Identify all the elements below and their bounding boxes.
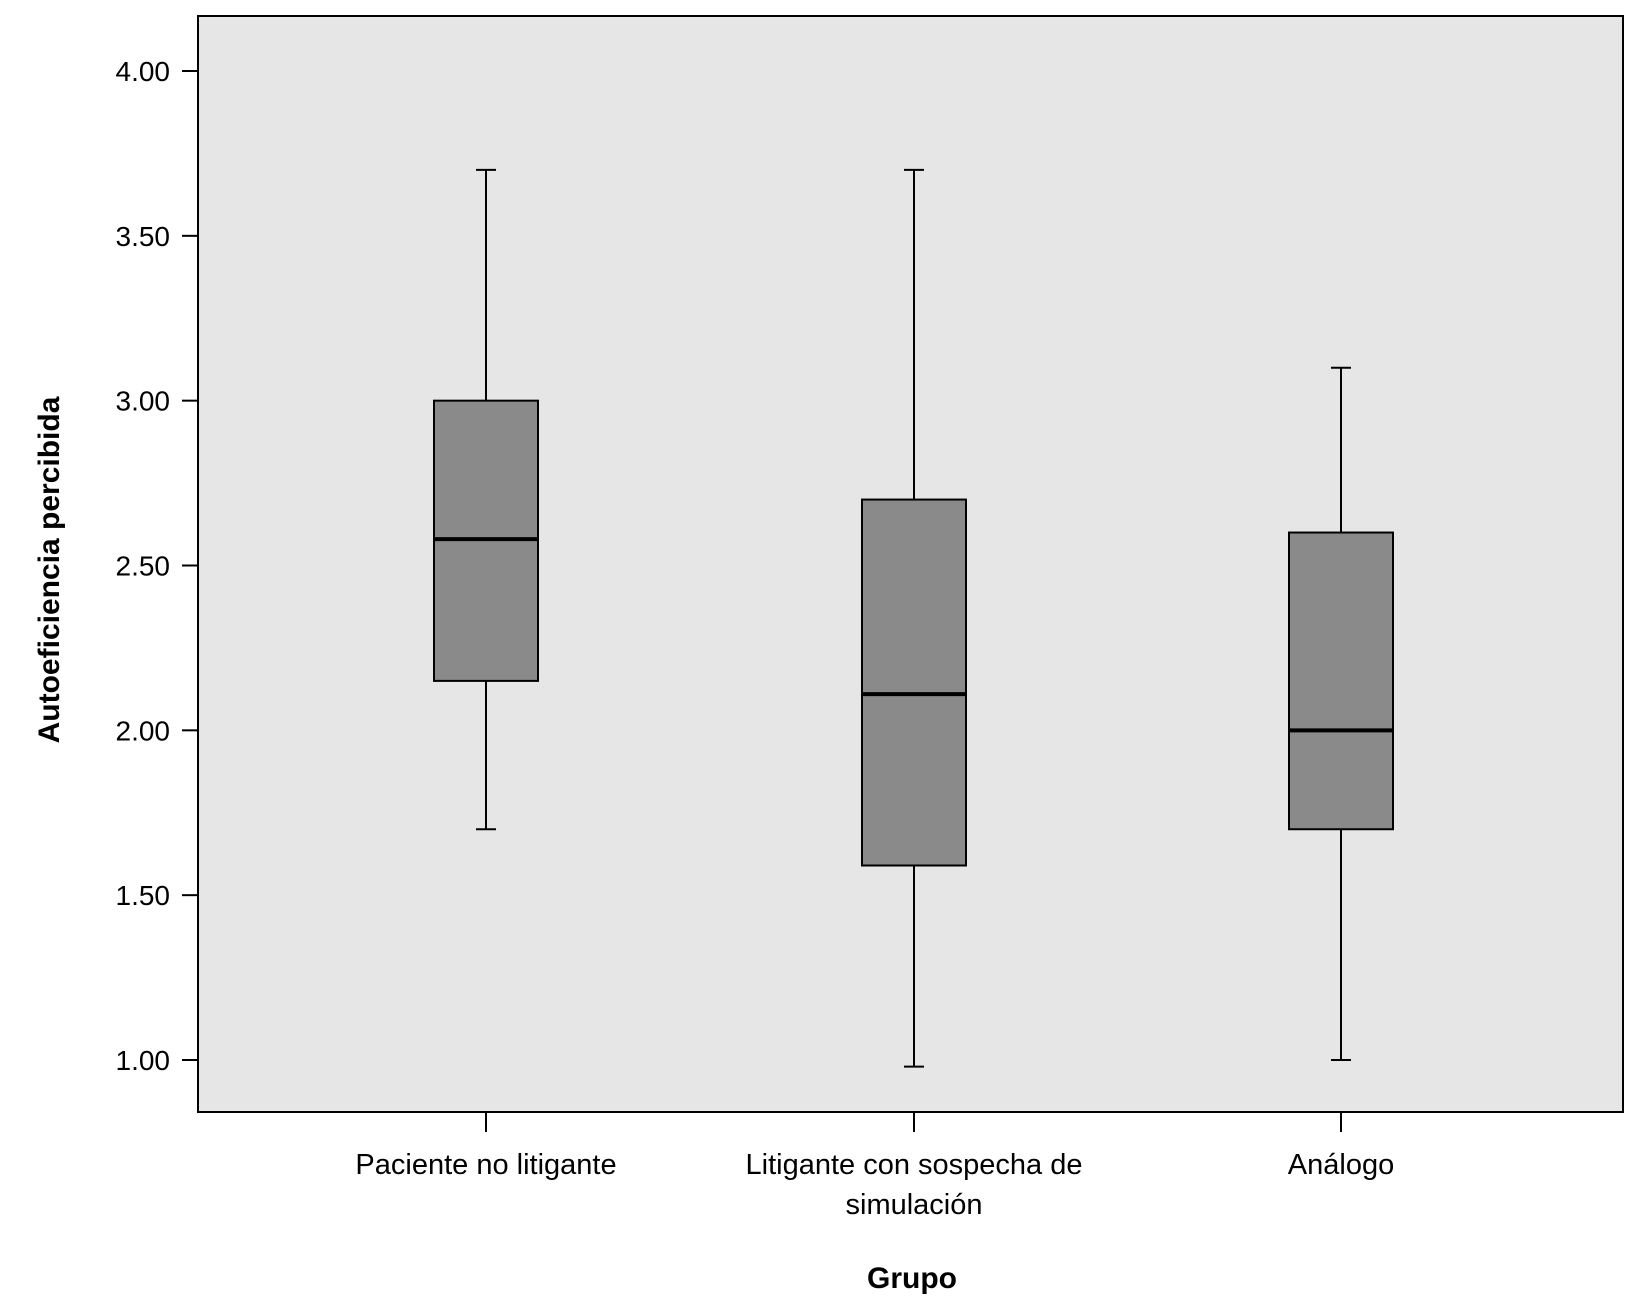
box-group: [1288, 366, 1394, 1061]
iqr-box: [1288, 531, 1394, 831]
x-tick-label: Paciente no litigante: [355, 1149, 616, 1181]
y-tick-label: 1.00: [116, 1045, 171, 1076]
y-tick-label: 3.00: [116, 386, 171, 417]
box-group: [433, 168, 539, 831]
y-tick-label: 4.00: [116, 56, 171, 87]
y-axis: 1.00 1.50 2.00 2.50 3.00 3.50 4.00: [116, 56, 198, 1076]
y-tick-label: 1.50: [116, 880, 171, 911]
box-group: [861, 168, 967, 1068]
iqr-box: [861, 498, 967, 867]
y-tick-label: 3.50: [116, 221, 171, 252]
x-axis: Paciente no litigante Litigante con sospe…: [355, 1112, 1394, 1221]
y-axis-title: Autoeficiencia percibida: [33, 396, 66, 743]
y-tick-label: 2.50: [116, 551, 171, 582]
x-tick-label: Litigante con sospecha de simulación: [746, 1149, 1083, 1221]
y-tick-label: 2.00: [116, 715, 171, 746]
x-axis-title: Grupo: [867, 1262, 957, 1295]
boxes: [433, 168, 1394, 1068]
x-tick-label: Análogo: [1288, 1149, 1394, 1181]
